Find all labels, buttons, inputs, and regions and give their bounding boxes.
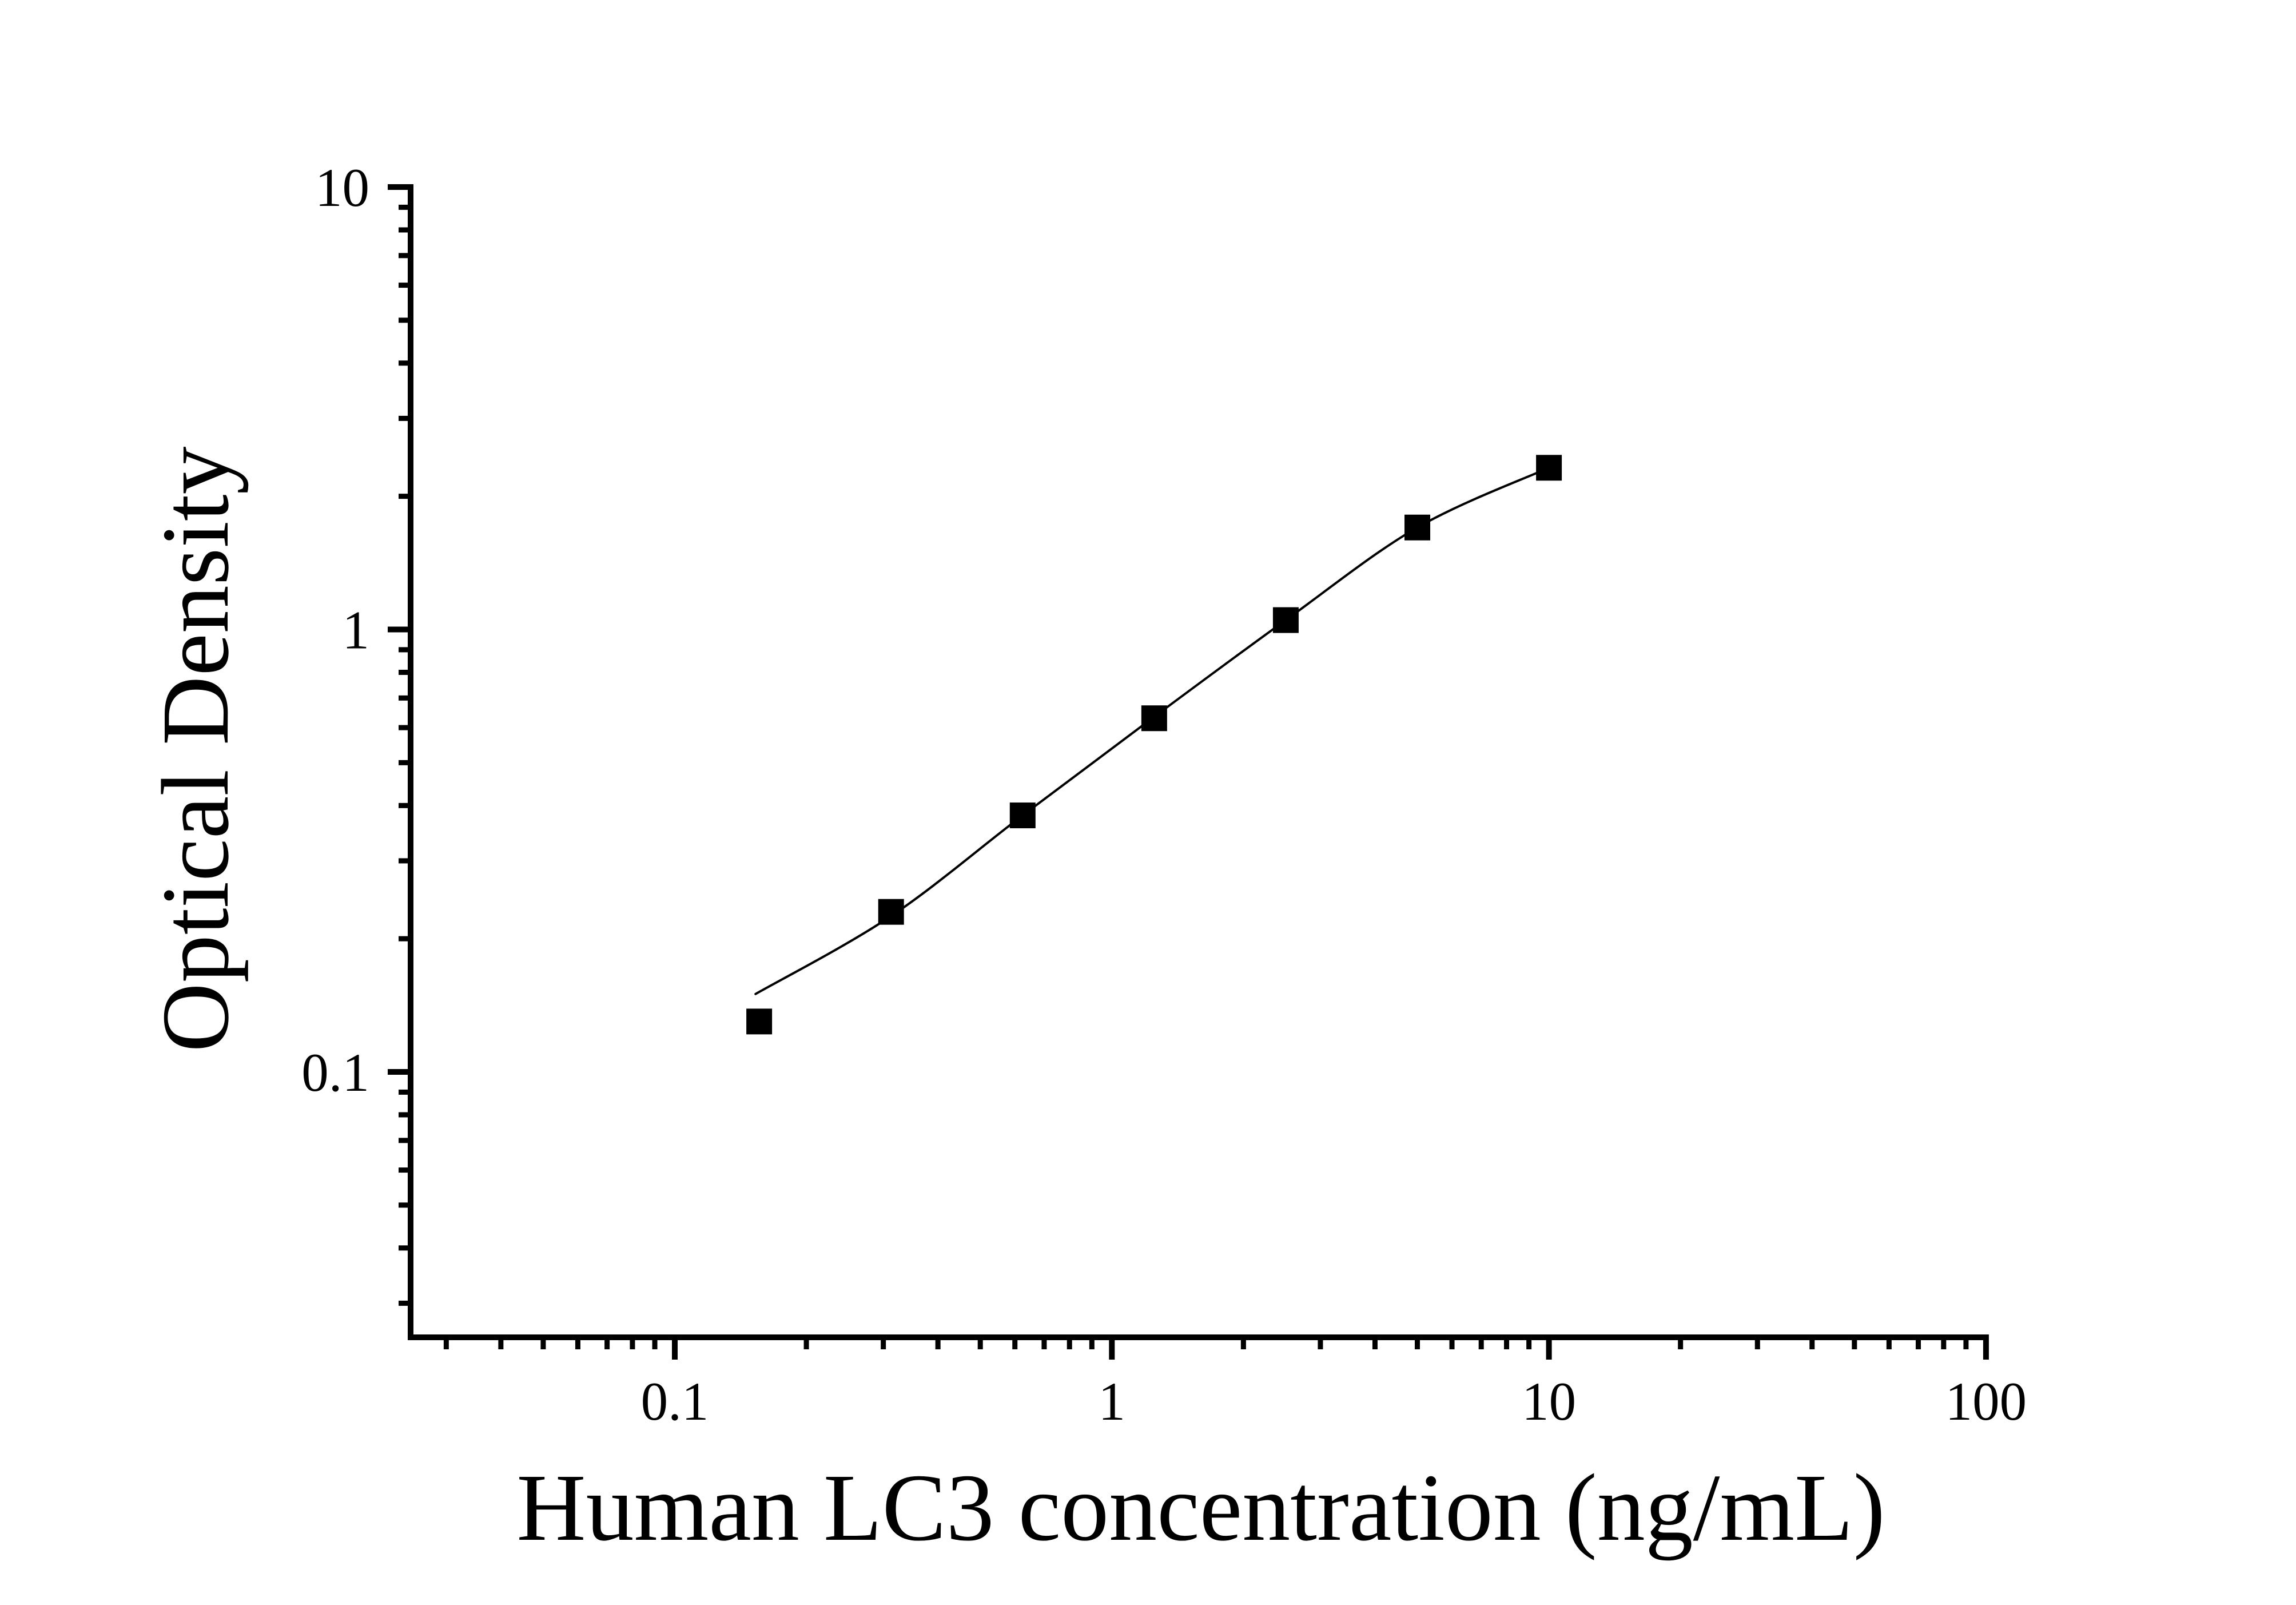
x-tick-label: 0.1 <box>641 1371 709 1432</box>
y-minor-tick <box>399 647 408 653</box>
x-minor-tick <box>1041 1340 1047 1349</box>
y-minor-tick <box>399 1138 408 1143</box>
x-major-tick <box>1109 1340 1115 1360</box>
x-minor-tick <box>1415 1340 1420 1349</box>
y-axis-title: Optical Density <box>142 446 249 1052</box>
axis-lines <box>408 184 1989 1340</box>
x-minor-tick <box>1067 1340 1072 1349</box>
x-tick-label: 10 <box>1522 1371 1576 1432</box>
y-tick-label: 10 <box>315 157 369 218</box>
x-tick-label: 100 <box>1945 1371 2027 1432</box>
x-minor-tick <box>443 1340 449 1349</box>
y-minor-tick <box>399 669 408 675</box>
x-minor-tick <box>1526 1340 1532 1349</box>
x-minor-tick <box>1240 1340 1246 1349</box>
y-major-tick <box>388 184 408 190</box>
x-minor-tick <box>1852 1340 1857 1349</box>
y-minor-tick <box>399 695 408 701</box>
x-minor-tick <box>935 1340 941 1349</box>
y-minor-tick <box>399 227 408 233</box>
y-major-tick <box>388 626 408 633</box>
x-major-tick <box>1983 1340 1989 1360</box>
x-minor-tick <box>1504 1340 1510 1349</box>
y-minor-tick <box>399 936 408 941</box>
x-minor-tick <box>881 1340 886 1349</box>
y-minor-tick <box>399 1202 408 1208</box>
x-minor-tick <box>1012 1340 1018 1349</box>
x-minor-tick <box>1318 1340 1323 1349</box>
x-minor-tick <box>1916 1340 1921 1349</box>
x-minor-tick <box>1754 1340 1760 1349</box>
x-minor-tick <box>575 1340 580 1349</box>
y-minor-tick <box>399 1089 408 1095</box>
data-point-marker <box>1536 455 1562 481</box>
data-point-marker <box>1404 514 1431 541</box>
y-minor-tick <box>399 415 408 421</box>
x-minor-tick <box>803 1340 809 1349</box>
axis-ticks <box>388 184 1989 1360</box>
y-minor-tick <box>399 802 408 808</box>
tick-labels: 0.1 1 10 0.1 1 10 100 <box>301 157 2027 1432</box>
y-minor-tick <box>399 760 408 765</box>
x-minor-tick <box>630 1340 635 1349</box>
x-minor-tick <box>1449 1340 1455 1349</box>
y-minor-tick <box>399 317 408 323</box>
y-minor-tick <box>399 1112 408 1118</box>
y-minor-tick <box>399 1167 408 1173</box>
y-minor-tick <box>399 858 408 864</box>
x-major-tick <box>672 1340 678 1360</box>
data-point-marker <box>878 899 904 925</box>
x-minor-tick <box>498 1340 504 1349</box>
y-tick-label: 1 <box>343 600 370 661</box>
data-point-marker <box>746 1008 773 1035</box>
data-point-marker <box>1009 802 1036 829</box>
x-tick-label: 1 <box>1099 1371 1126 1432</box>
data-point-marker <box>1272 607 1299 633</box>
y-minor-tick <box>399 725 408 730</box>
x-minor-tick <box>1089 1340 1095 1349</box>
x-minor-tick <box>1809 1340 1815 1349</box>
y-minor-tick <box>399 283 408 288</box>
x-minor-tick <box>1941 1340 1947 1349</box>
x-axis-title: Human LC3 concentration (ng/mL) <box>516 1455 1885 1561</box>
x-minor-tick <box>652 1340 658 1349</box>
x-minor-tick <box>604 1340 610 1349</box>
data-point-marker <box>1141 705 1167 732</box>
x-minor-tick <box>1963 1340 1969 1349</box>
x-minor-tick <box>1678 1340 1684 1349</box>
y-minor-tick <box>399 204 408 210</box>
data-point-markers <box>746 455 1562 1035</box>
x-axis-line <box>408 1334 1989 1340</box>
y-minor-tick <box>399 1300 408 1306</box>
x-minor-tick <box>1886 1340 1892 1349</box>
y-tick-label: 0.1 <box>301 1042 369 1103</box>
y-minor-tick <box>399 494 408 499</box>
x-minor-tick <box>977 1340 983 1349</box>
y-axis-line <box>408 184 413 1340</box>
y-minor-tick <box>399 253 408 259</box>
y-major-tick <box>388 1069 408 1075</box>
x-major-tick <box>1546 1340 1552 1360</box>
y-minor-tick <box>399 1245 408 1251</box>
x-minor-tick <box>1372 1340 1378 1349</box>
x-minor-tick <box>540 1340 546 1349</box>
y-minor-tick <box>399 360 408 366</box>
x-minor-tick <box>1478 1340 1484 1349</box>
